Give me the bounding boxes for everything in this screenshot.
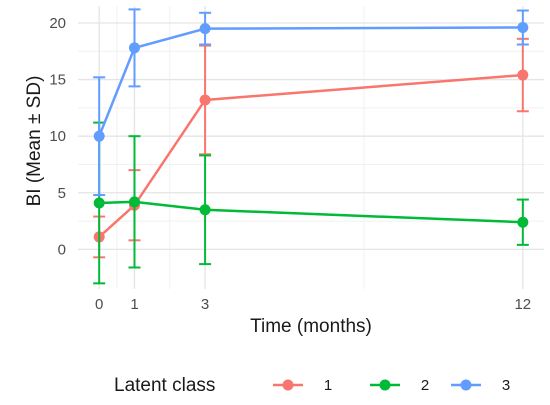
legend-label: 1 xyxy=(324,377,332,394)
grid xyxy=(78,6,544,289)
legend-item-1: 1 xyxy=(273,377,332,394)
legend-item-2: 2 xyxy=(370,377,429,394)
data-point xyxy=(517,216,529,228)
legend: 1 2 3 xyxy=(273,377,510,394)
y-axis-title: BI (Mean ± SD) xyxy=(24,76,45,207)
series-line xyxy=(98,73,523,238)
series-3 xyxy=(93,8,529,197)
y-tick-label: 15 xyxy=(49,72,66,89)
data-point xyxy=(199,23,211,35)
y-tick-label: 0 xyxy=(58,241,66,258)
data-point xyxy=(128,42,140,54)
series-line xyxy=(98,26,523,137)
x-axis-title: Time (months) xyxy=(250,316,372,337)
y-tick-label: 5 xyxy=(58,185,66,202)
y-axis-ticks: 0 5 10 15 20 xyxy=(49,15,66,258)
x-axis-ticks: 0 1 3 12 xyxy=(95,296,531,313)
data-point xyxy=(93,197,105,209)
legend-key-point xyxy=(282,379,294,391)
legend-title: Latent class xyxy=(114,375,215,396)
legend-key-point xyxy=(379,379,391,391)
y-tick-label: 10 xyxy=(49,128,66,145)
data-point xyxy=(199,94,211,106)
legend-label: 2 xyxy=(421,377,429,394)
x-tick-label: 12 xyxy=(514,296,531,313)
series-line xyxy=(99,200,523,224)
data-point xyxy=(517,69,529,81)
series-2 xyxy=(93,121,529,285)
legend-item-3: 3 xyxy=(451,377,510,394)
x-tick-label: 3 xyxy=(201,296,209,313)
data-point xyxy=(517,22,529,34)
x-tick-label: 0 xyxy=(95,296,103,313)
legend-key-point xyxy=(460,379,472,391)
series-1 xyxy=(93,37,529,259)
data-point xyxy=(128,196,140,208)
data-point xyxy=(93,130,105,142)
legend-label: 3 xyxy=(502,377,510,394)
y-tick-label: 20 xyxy=(49,15,66,32)
data-point xyxy=(199,204,211,216)
x-tick-label: 1 xyxy=(130,296,138,313)
series-group xyxy=(93,8,529,285)
